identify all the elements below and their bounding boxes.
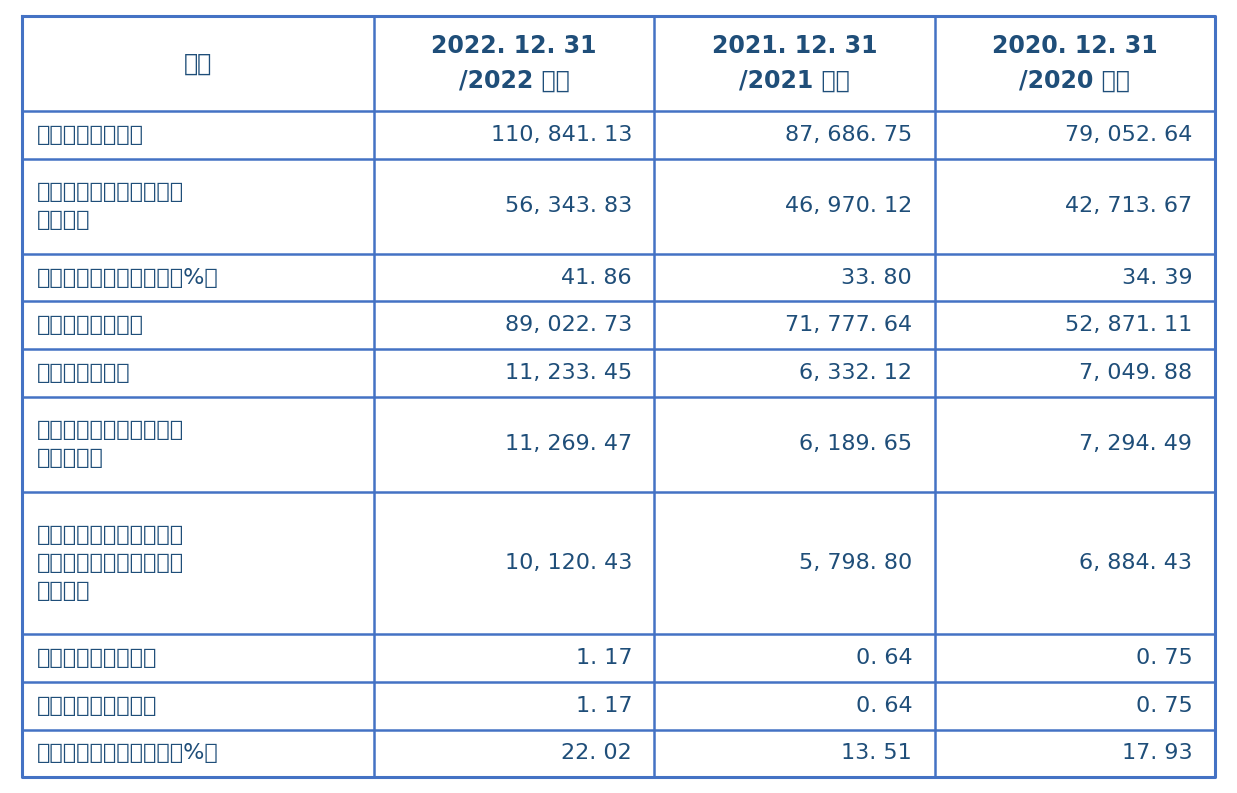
Text: 1. 17: 1. 17 [575, 695, 632, 716]
Text: 110, 841. 13: 110, 841. 13 [491, 125, 632, 145]
Text: 33. 80: 33. 80 [841, 267, 912, 288]
Text: 6, 884. 43: 6, 884. 43 [1080, 553, 1192, 573]
Text: 资产总额（万元）: 资产总额（万元） [37, 125, 143, 145]
Text: 7, 294. 49: 7, 294. 49 [1080, 434, 1192, 454]
Text: 归属于母公司所有者权益
（万元）: 归属于母公司所有者权益 （万元） [37, 182, 184, 230]
Text: 89, 022. 73: 89, 022. 73 [505, 315, 632, 335]
Text: 归属于母公司股东的净利
润（万元）: 归属于母公司股东的净利 润（万元） [37, 420, 184, 468]
Text: 41. 86: 41. 86 [562, 267, 632, 288]
Text: 46, 970. 12: 46, 970. 12 [785, 196, 912, 216]
Text: 2021. 12. 31
/2021 年度: 2021. 12. 31 /2021 年度 [711, 34, 877, 93]
Text: 11, 233. 45: 11, 233. 45 [505, 362, 632, 383]
Text: 0. 75: 0. 75 [1136, 695, 1192, 716]
Text: 79, 052. 64: 79, 052. 64 [1065, 125, 1192, 145]
Text: 42, 713. 67: 42, 713. 67 [1065, 196, 1192, 216]
Text: 1. 17: 1. 17 [575, 648, 632, 668]
Text: 项目: 项目 [184, 52, 213, 75]
Text: 0. 75: 0. 75 [1136, 648, 1192, 668]
Text: 2020. 12. 31
/2020 年度: 2020. 12. 31 /2020 年度 [992, 34, 1158, 93]
Text: 5, 798. 80: 5, 798. 80 [799, 553, 912, 573]
Text: 7, 049. 88: 7, 049. 88 [1080, 362, 1192, 383]
Text: 0. 64: 0. 64 [856, 695, 912, 716]
Text: 资产负债率（母公司）（%）: 资产负债率（母公司）（%） [37, 267, 219, 288]
Text: 加权平均净资产收益率（%）: 加权平均净资产收益率（%） [37, 743, 219, 764]
Text: 13. 51: 13. 51 [841, 743, 912, 764]
Text: 6, 332. 12: 6, 332. 12 [799, 362, 912, 383]
Text: 56, 343. 83: 56, 343. 83 [505, 196, 632, 216]
Text: 6, 189. 65: 6, 189. 65 [799, 434, 912, 454]
Text: 稀释每股收益（元）: 稀释每股收益（元） [37, 695, 157, 716]
Text: 17. 93: 17. 93 [1122, 743, 1192, 764]
Text: 22. 02: 22. 02 [562, 743, 632, 764]
Text: 34. 39: 34. 39 [1122, 267, 1192, 288]
Text: 52, 871. 11: 52, 871. 11 [1065, 315, 1192, 335]
Text: 71, 777. 64: 71, 777. 64 [785, 315, 912, 335]
Text: 0. 64: 0. 64 [856, 648, 912, 668]
Text: 2022. 12. 31
/2022 年度: 2022. 12. 31 /2022 年度 [432, 34, 597, 93]
Text: 净利润（万元）: 净利润（万元） [37, 362, 131, 383]
Text: 11, 269. 47: 11, 269. 47 [505, 434, 632, 454]
Text: 营业收入（万元）: 营业收入（万元） [37, 315, 143, 335]
Text: 扣除非经常性损益后归属
于母公司所有者的净利润
（万元）: 扣除非经常性损益后归属 于母公司所有者的净利润 （万元） [37, 525, 184, 601]
Text: 基本每股收益（元）: 基本每股收益（元） [37, 648, 157, 668]
Text: 10, 120. 43: 10, 120. 43 [505, 553, 632, 573]
Text: 87, 686. 75: 87, 686. 75 [785, 125, 912, 145]
